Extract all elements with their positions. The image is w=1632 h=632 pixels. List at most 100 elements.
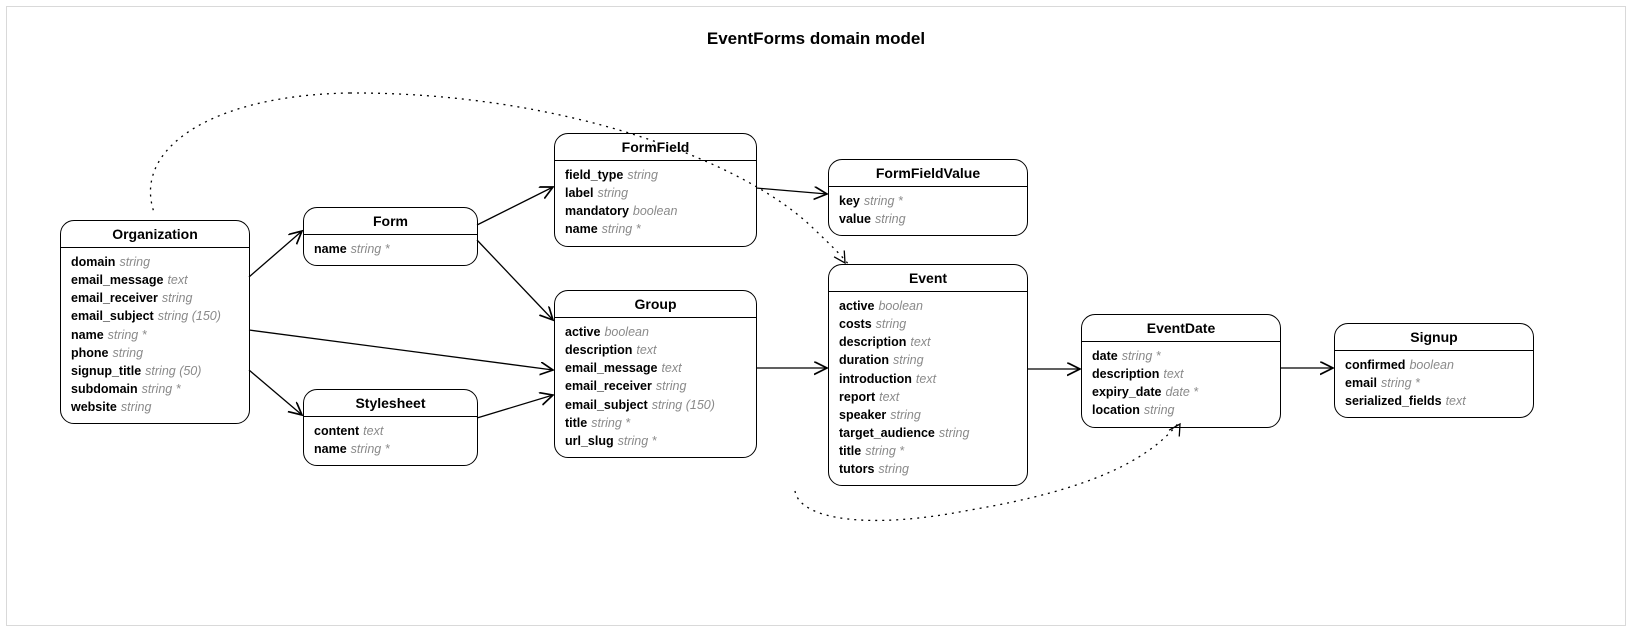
attr-name: introduction: [839, 372, 912, 386]
attr-type: string: [121, 400, 152, 414]
attr-name: serialized_fields: [1345, 394, 1442, 408]
attr-row: speakerstring: [839, 406, 1017, 424]
attr-row: activeboolean: [839, 297, 1017, 315]
entity-body-eventdate: date string * descriptiontext expiry_date da…: [1082, 342, 1280, 427]
attr-name: email_message: [565, 361, 657, 375]
attr-name: name: [71, 328, 104, 342]
attr-name: field_type: [565, 168, 623, 182]
attr-type: string: [890, 408, 921, 422]
attr-row: location string: [1092, 401, 1270, 419]
attr-row: email_subject string (150): [71, 307, 239, 325]
attr-name: phone: [71, 346, 109, 360]
attr-row: signup_titlestring (50): [71, 362, 239, 380]
attr-type: date *: [1165, 385, 1198, 399]
attr-type: string: [113, 346, 144, 360]
attr-type: string (150): [158, 309, 221, 323]
attr-type: text: [1163, 367, 1183, 381]
entity-body-group: activebooleandescriptiontextemail_messag…: [555, 318, 756, 457]
attr-type: string *: [142, 382, 181, 396]
entity-formfield: FormFieldfield_typestringlabelstringmand…: [554, 133, 757, 247]
entity-header-organization: Organization: [61, 221, 249, 248]
entity-body-event: activebooleancostsstring description text d…: [829, 292, 1027, 485]
attr-row: email_messagetext: [71, 271, 239, 289]
attr-row: descriptiontext: [1092, 365, 1270, 383]
attr-row: namestring *: [71, 326, 239, 344]
attr-name: title: [565, 416, 587, 430]
attr-name: content: [314, 424, 359, 438]
entity-eventdate: EventDatedatestring *descriptiontextexpi…: [1081, 314, 1281, 428]
attr-type: boolean: [1409, 358, 1454, 372]
attr-type: string *: [865, 444, 904, 458]
entity-body-formfieldvalue: keystring *valuestring: [829, 187, 1027, 235]
attr-type: string: [627, 168, 658, 182]
attr-name: location: [1092, 403, 1140, 417]
attr-name: title: [839, 444, 861, 458]
attr-row: name string *: [314, 240, 467, 258]
attr-name: name: [565, 222, 598, 236]
attr-type: string *: [864, 194, 903, 208]
attr-type: boolean: [878, 299, 923, 313]
attr-row: emailstring *: [1345, 374, 1523, 392]
attr-name: confirmed: [1345, 358, 1405, 372]
attr-type: string *: [602, 222, 641, 236]
attr-row: titlestring *: [565, 414, 746, 432]
attr-row: email_receiverstring: [71, 289, 239, 307]
attr-row: websitestring: [71, 398, 239, 416]
entity-body-stylesheet: contenttextnamestring *: [304, 417, 477, 465]
attr-row: title string *: [839, 442, 1017, 460]
entity-header-event: Event: [829, 265, 1027, 292]
attr-type: string *: [1122, 349, 1161, 363]
attr-row: date string *: [1092, 347, 1270, 365]
attr-type: string: [878, 462, 909, 476]
attr-name: value: [839, 212, 871, 226]
attr-type: text: [661, 361, 681, 375]
attr-name: email_subject: [565, 398, 648, 412]
entity-header-signup: Signup: [1335, 324, 1533, 351]
attr-row: descriptiontext: [565, 341, 746, 359]
attr-type: text: [910, 335, 930, 349]
attr-type: string *: [351, 442, 390, 456]
attr-row: tutors string: [839, 460, 1017, 478]
attr-name: url_slug: [565, 434, 614, 448]
attr-name: duration: [839, 353, 889, 367]
entity-header-formfield: FormField: [555, 134, 756, 161]
attr-row: domainstring: [71, 253, 239, 271]
attr-name: description: [565, 343, 632, 357]
attr-name: expiry_date: [1092, 385, 1161, 399]
attr-row: email_message text: [565, 359, 746, 377]
attr-row: costsstring: [839, 315, 1017, 333]
attr-type: string *: [351, 242, 390, 256]
diagram-title: EventForms domain model: [7, 29, 1625, 49]
attr-type: string: [656, 379, 687, 393]
attr-row: activeboolean: [565, 323, 746, 341]
attr-name: date: [1092, 349, 1118, 363]
entity-body-form: name string *: [304, 235, 477, 265]
attr-type: text: [1446, 394, 1466, 408]
attr-row: name string *: [565, 220, 746, 238]
attr-name: description: [839, 335, 906, 349]
entity-stylesheet: Stylesheetcontenttextnamestring *: [303, 389, 478, 466]
attr-row: email_receiverstring: [565, 377, 746, 395]
attr-row: expiry_date date *: [1092, 383, 1270, 401]
attr-row: valuestring: [839, 210, 1017, 228]
attr-row: introductiontext: [839, 370, 1017, 388]
entity-body-signup: confirmed boolean emailstring * serialized_…: [1335, 351, 1533, 417]
attr-name: domain: [71, 255, 115, 269]
attr-type: boolean: [633, 204, 678, 218]
attr-name: report: [839, 390, 875, 404]
attr-name: name: [314, 242, 347, 256]
entity-body-formfield: field_typestringlabelstringmandatorybool…: [555, 161, 756, 246]
attr-row: email_subject string (150): [565, 396, 746, 414]
attr-row: contenttext: [314, 422, 467, 440]
attr-type: string (150): [652, 398, 715, 412]
attr-name: email_subject: [71, 309, 154, 323]
diagram-frame: EventForms domain model Organization doma…: [6, 6, 1626, 626]
attr-name: tutors: [839, 462, 874, 476]
attr-row: subdomainstring *: [71, 380, 239, 398]
attr-name: email_message: [71, 273, 163, 287]
entity-header-form: Form: [304, 208, 477, 235]
attr-type: string *: [618, 434, 657, 448]
entity-group: Groupactivebooleandescriptiontextemail_m…: [554, 290, 757, 458]
attr-type: string: [1144, 403, 1175, 417]
attr-row: keystring *: [839, 192, 1017, 210]
